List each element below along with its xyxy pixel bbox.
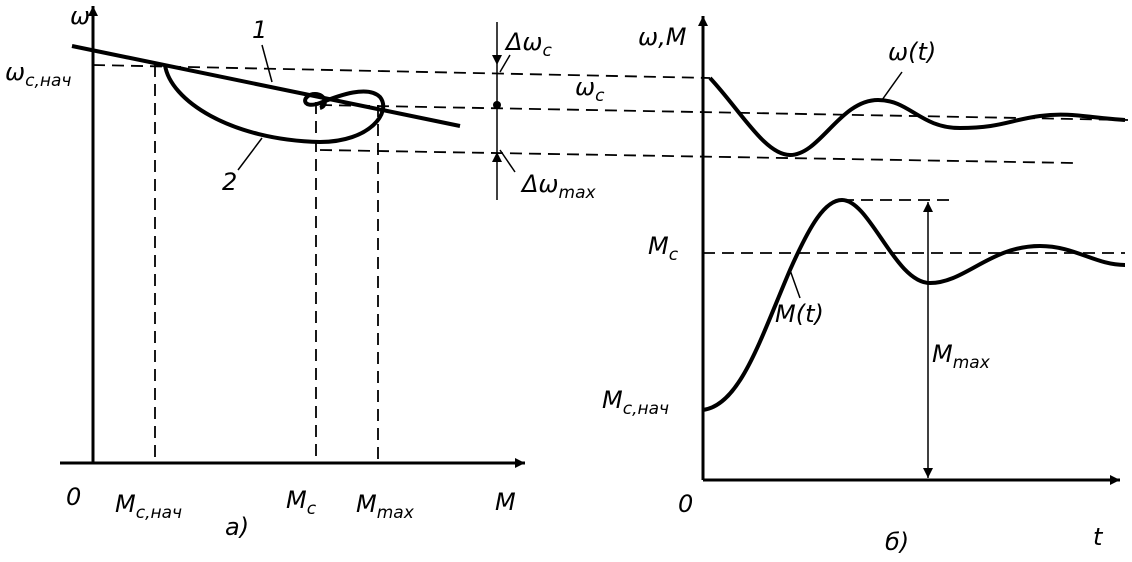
x-label: Mmax: [356, 490, 415, 523]
curve-label: ω(t): [888, 38, 936, 66]
caption: б): [885, 528, 909, 556]
x-axis-label: M: [495, 488, 516, 516]
label-sub: max: [953, 353, 991, 373]
label-sub: с: [669, 245, 679, 265]
curve-label: 1: [252, 16, 267, 44]
dashed-line: [92, 64, 711, 79]
label-sub: с: [595, 86, 605, 106]
label-sub: с,нач: [623, 399, 669, 419]
x-axis-label: t: [1093, 523, 1104, 551]
m-max-label: Mmax: [932, 340, 991, 373]
label-base: ω: [5, 58, 25, 86]
leader-line: [237, 137, 263, 171]
omega-start-label: ωс,нач: [5, 58, 71, 91]
caption: а): [225, 513, 249, 541]
label-sub: max: [559, 183, 597, 203]
m-c-label: Mс: [648, 232, 679, 265]
label-base: M: [356, 490, 377, 518]
label-sub: max: [377, 503, 415, 523]
label-sub: с,нач: [136, 503, 182, 523]
label-base: ω: [575, 73, 595, 101]
y-axis-label: ω,M: [638, 23, 687, 51]
curve-label: 2: [222, 168, 237, 196]
dashed-line: [319, 104, 1129, 121]
x-label: Mс: [286, 486, 317, 519]
omega-c-label: ωс: [575, 73, 605, 106]
m-start-label: Mс,нач: [602, 386, 669, 419]
label-base: Δω: [520, 170, 559, 198]
label-base: M: [932, 340, 953, 368]
curve-1: [71, 44, 461, 128]
delta-label: Δωmax: [520, 170, 596, 203]
curve-label: M(t): [775, 300, 824, 328]
delta-label: Δωс: [504, 28, 553, 61]
leader-line: [881, 71, 903, 101]
label-base: Δω: [504, 28, 543, 56]
label-sub: с: [543, 41, 553, 61]
torque-curve: [702, 197, 1126, 412]
panel-a: ω ωс,нач 1 2 0 Mс,нач Mс Mmax M а): [5, 2, 525, 541]
curve-2: [163, 64, 386, 145]
label-sub: с,нач: [25, 71, 71, 91]
leader-line: [261, 44, 273, 83]
deviations: Δωс ωс Δωmax: [92, 22, 1129, 203]
label-sub: с: [307, 499, 317, 519]
origin-label: 0: [678, 490, 693, 518]
y-axis-label: ω: [70, 2, 90, 30]
x-label: Mс,нач: [115, 490, 182, 523]
panel-b: ω,M ω(t) M(t) Mс Mс,нач Mmax 0 t б): [602, 16, 1126, 556]
leader-line: [789, 269, 801, 299]
label-base: M: [602, 386, 623, 414]
dot: [493, 101, 501, 109]
leader-line: [499, 54, 511, 73]
label-base: M: [286, 486, 307, 514]
omega-curve: [708, 76, 1126, 158]
label-base: M: [115, 490, 136, 518]
origin-label: 0: [66, 483, 81, 511]
label-base: M: [648, 232, 669, 260]
dashed-line: [319, 149, 1076, 164]
leader-line: [499, 149, 516, 173]
